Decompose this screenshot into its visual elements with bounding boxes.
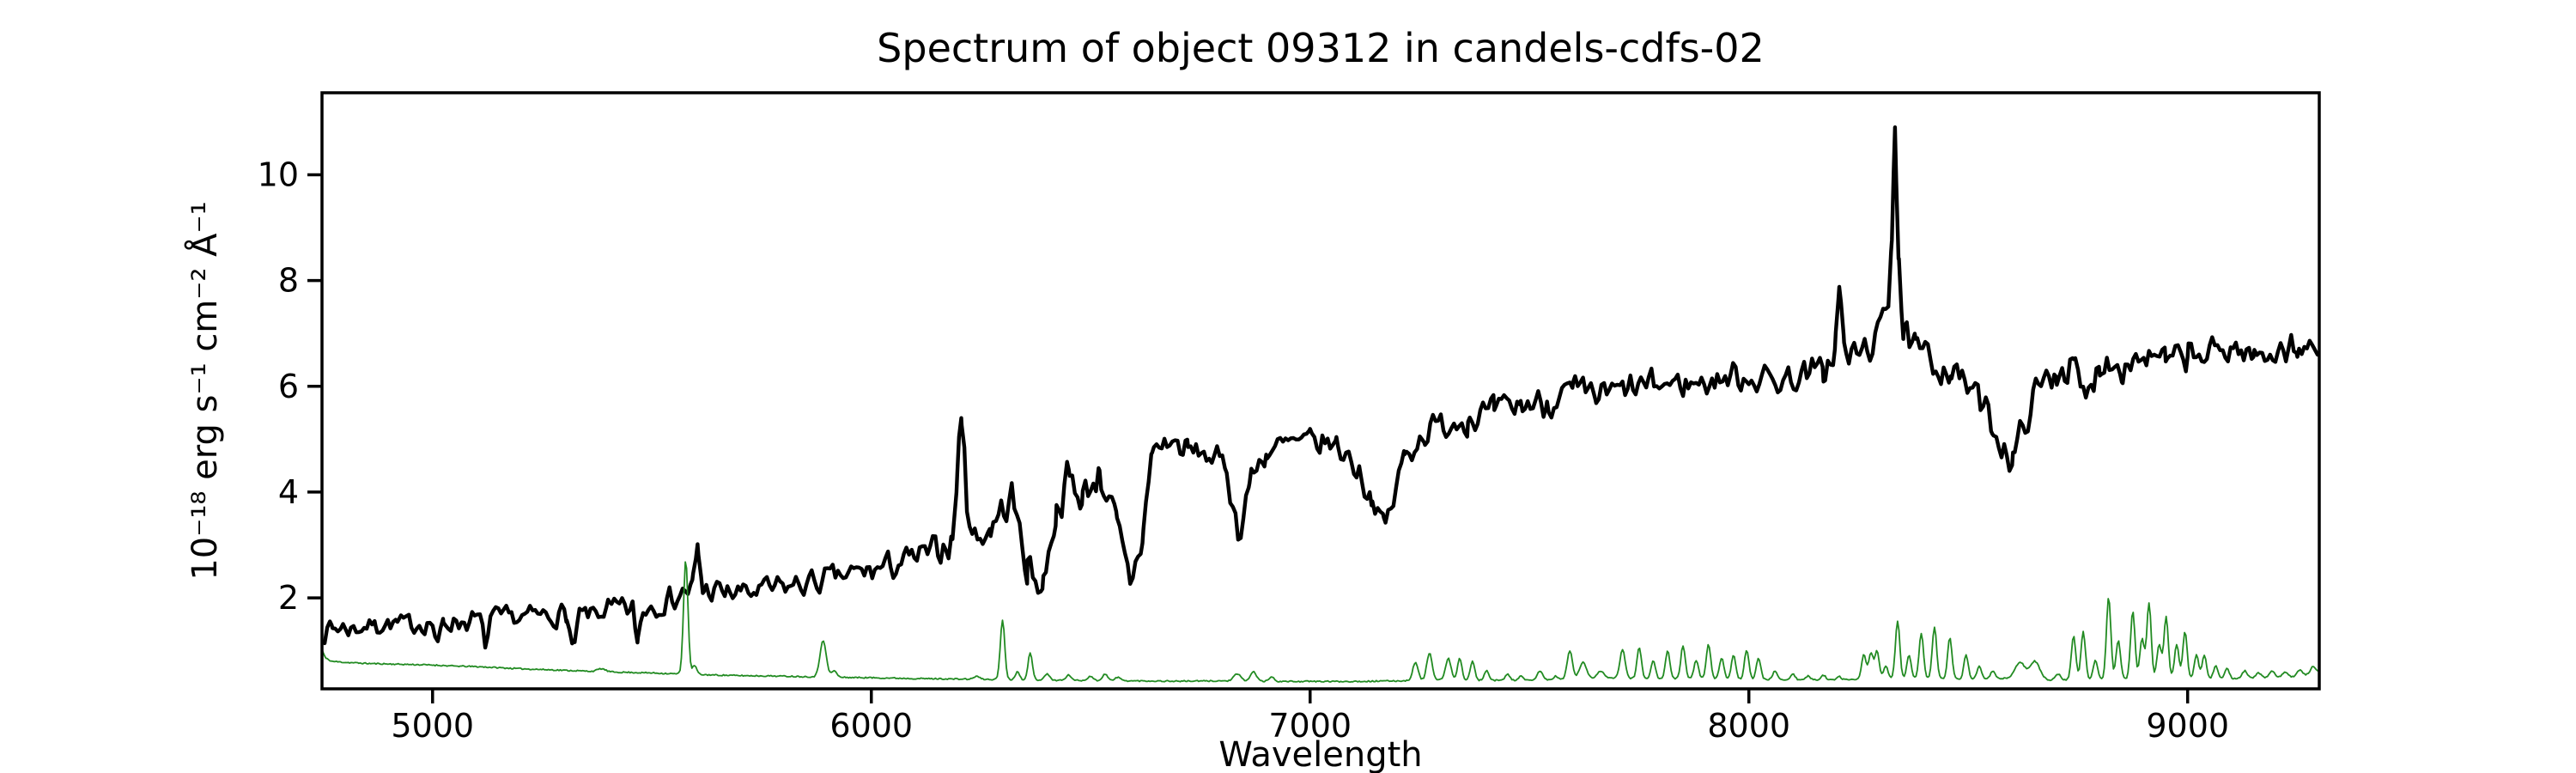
- x-tick-label: 5000: [391, 707, 474, 745]
- noise-spectrum-line: [322, 561, 2319, 683]
- data-series: [322, 125, 2319, 683]
- plot-area-border: [320, 91, 2321, 691]
- y-tick-label: 4: [278, 473, 299, 511]
- y-axis-ticks: 2 4 6 8 10: [258, 155, 322, 617]
- y-tick-label: 10: [258, 155, 299, 193]
- x-axis-label: Wavelength: [1218, 735, 1422, 773]
- flux-line: [322, 125, 2319, 650]
- x-tick-label: 6000: [829, 707, 913, 745]
- y-tick-label: 6: [278, 368, 299, 405]
- y-tick-label: 8: [278, 262, 299, 300]
- x-tick-label: 8000: [1707, 707, 1790, 745]
- chart-title: Spectrum of object 09312 in candels-cdfs…: [877, 25, 1765, 71]
- x-axis-ticks: 5000 6000 7000 8000 9000: [391, 689, 2229, 745]
- y-axis-label: 10⁻¹⁸ erg s⁻¹ cm⁻² Å⁻¹: [184, 201, 225, 580]
- y-tick-label: 2: [278, 579, 299, 617]
- x-tick-label: 9000: [2146, 707, 2229, 745]
- x-tick-label: 7000: [1268, 707, 1352, 745]
